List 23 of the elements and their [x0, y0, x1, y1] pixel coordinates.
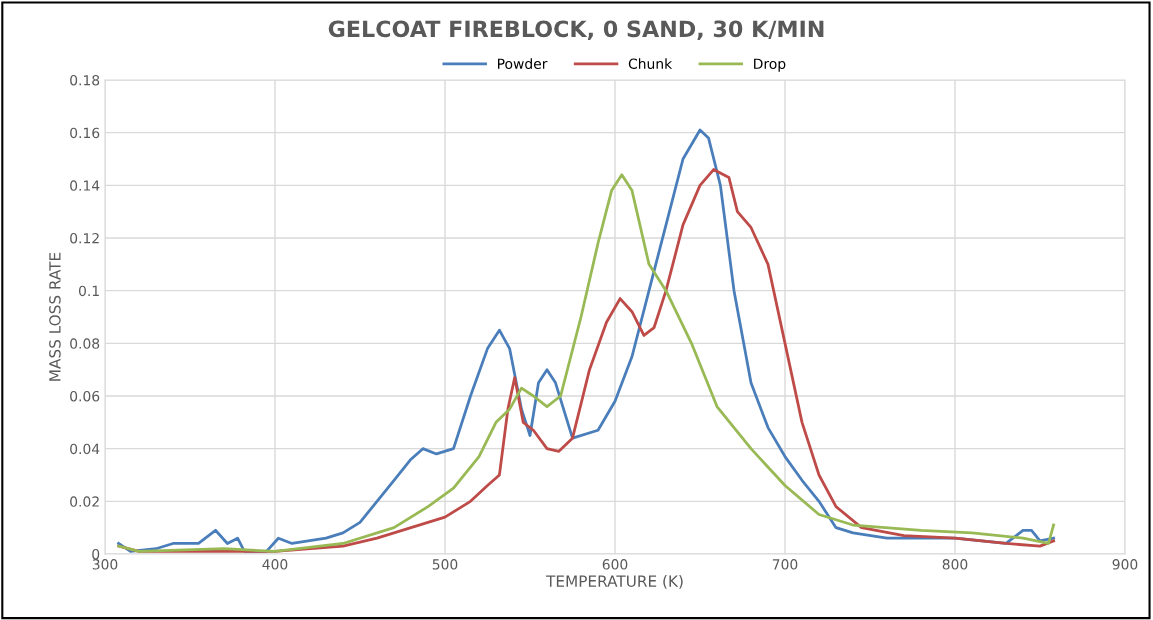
y-tick-label: 0.04	[70, 443, 100, 455]
y-tick-label: 0.02	[70, 496, 99, 507]
y-tick-label: 0	[92, 548, 100, 560]
y-tick-label: 0.14	[70, 180, 100, 191]
y-tick-label: 0.12	[70, 232, 99, 244]
y-tick-label: 0.1	[78, 285, 99, 297]
y-tick-label: 0.16	[70, 127, 100, 139]
y-tick-label: 0.18	[70, 74, 100, 86]
y-tick-label: 0.08	[70, 338, 100, 349]
legend-label: Drop	[754, 58, 786, 72]
x-tick-label: 600	[602, 559, 628, 570]
x-tick-label: 900	[1112, 559, 1138, 570]
chart-title: GELCOAT FIREBLOCK, 0 SAND, 30 K/MIN	[328, 20, 824, 41]
x-tick-label: 800	[942, 559, 968, 570]
legend-label: Chunk	[628, 58, 673, 69]
x-tick-label: 400	[262, 559, 288, 570]
x-axis-title: TEMPERATURE (K)	[546, 575, 683, 589]
x-tick-label: 700	[772, 559, 798, 570]
x-tick-label: 500	[432, 559, 458, 570]
y-tick-label: 0.06	[70, 390, 100, 402]
x-tick-label: 300	[92, 559, 118, 570]
y-axis-title: MASS LOSS RATE	[49, 252, 61, 381]
legend-label: Powder	[498, 58, 548, 69]
